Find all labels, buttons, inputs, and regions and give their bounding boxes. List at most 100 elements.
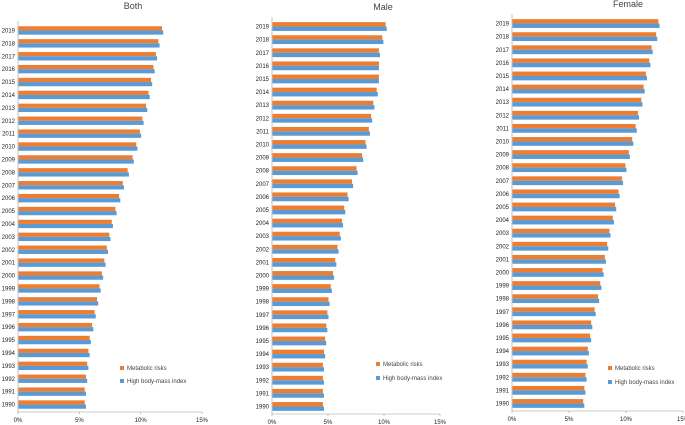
bar-high-bmi — [272, 275, 335, 280]
bar-metabolic-risks — [18, 193, 120, 199]
y-tick-label: 2012 — [256, 116, 270, 122]
bar-metabolic-risks — [18, 142, 137, 147]
x-tick-label: 15% — [677, 417, 685, 423]
bar-metabolic-risks — [512, 320, 592, 325]
y-tick-label: 1991 — [2, 390, 16, 396]
bar-high-bmi — [272, 340, 327, 346]
bar-high-bmi — [18, 301, 99, 306]
y-tick-label: 1994 — [2, 351, 16, 357]
y-tick-label: 2014 — [256, 90, 270, 96]
bar-high-bmi — [512, 115, 640, 120]
bar-metabolic-risks — [18, 155, 133, 160]
bar-high-bmi — [18, 391, 86, 396]
bar-metabolic-risks — [18, 90, 149, 95]
bar-metabolic-risks — [18, 26, 163, 31]
bar-high-bmi — [512, 390, 586, 395]
y-tick-label: 2003 — [2, 235, 16, 241]
bar-high-bmi — [512, 298, 600, 304]
y-tick-label: 2005 — [2, 209, 16, 215]
chart-title: Both — [124, 1, 143, 11]
bar-metabolic-risks — [272, 48, 379, 53]
y-tick-label: 1993 — [256, 365, 270, 371]
legend-label: High body-mass index — [383, 376, 442, 382]
bar-high-bmi — [272, 236, 341, 241]
bar-high-bmi — [512, 364, 588, 369]
bar-metabolic-risks — [512, 385, 585, 391]
x-tick-label: 0% — [508, 417, 517, 423]
bar-metabolic-risks — [18, 52, 156, 57]
y-tick-label: 2007 — [496, 179, 510, 185]
chart-title: Female — [613, 0, 643, 9]
bar-high-bmi — [272, 367, 325, 372]
y-tick-label: 2008 — [2, 170, 16, 176]
y-tick-label: 1995 — [256, 339, 270, 345]
bar-metabolic-risks — [18, 322, 93, 328]
bar-high-bmi — [272, 144, 367, 149]
y-tick-label: 1997 — [2, 312, 16, 318]
bar-high-bmi — [512, 259, 606, 264]
y-tick-label: 2003 — [496, 231, 510, 237]
bar-metabolic-risks — [272, 140, 366, 145]
x-tick-label: 5% — [565, 417, 574, 423]
bar-high-bmi — [18, 82, 153, 87]
bar-metabolic-risks — [512, 163, 626, 168]
y-tick-label: 2001 — [2, 261, 16, 267]
y-tick-label: 1997 — [496, 310, 510, 316]
bar-high-bmi — [512, 311, 596, 317]
y-tick-label: 1998 — [496, 297, 510, 303]
y-tick-label: 2009 — [496, 153, 510, 159]
legend-label: High body-mass index — [127, 379, 186, 385]
bar-high-bmi — [512, 377, 587, 382]
bar-metabolic-risks — [18, 168, 128, 173]
bar-high-bmi — [272, 301, 330, 307]
bar-metabolic-risks — [18, 271, 102, 276]
bar-high-bmi — [272, 26, 387, 31]
chart-panel-2: Male 0% 5% 10% 15% 2019 2018 2017 2016 2015 2014 20… — [256, 2, 447, 425]
bar-metabolic-risks — [512, 58, 650, 63]
y-tick-label: 1996 — [496, 323, 510, 329]
bar-metabolic-risks — [512, 399, 584, 404]
y-tick-label: 1996 — [256, 326, 270, 332]
bar-metabolic-risks — [18, 181, 123, 186]
bar-high-bmi — [512, 89, 645, 94]
bar-metabolic-risks — [512, 45, 652, 50]
y-tick-label: 2010 — [256, 142, 270, 148]
bar-high-bmi — [18, 236, 111, 242]
bar-metabolic-risks — [512, 19, 659, 24]
bar-high-bmi — [18, 275, 104, 280]
y-tick-label: 2018 — [496, 35, 510, 41]
bar-metabolic-risks — [512, 215, 613, 221]
y-tick-label: 1996 — [2, 325, 16, 331]
y-tick-label: 2013 — [2, 106, 16, 112]
bar-metabolic-risks — [512, 123, 636, 129]
y-tick-label: 1990 — [496, 401, 510, 407]
y-tick-label: 1998 — [256, 300, 270, 306]
bar-metabolic-risks — [18, 77, 151, 83]
bar-metabolic-risks — [512, 71, 646, 76]
x-tick-label: 0% — [14, 418, 23, 424]
y-tick-label: 2006 — [496, 192, 510, 198]
bar-metabolic-risks — [272, 271, 333, 276]
bar-high-bmi — [512, 206, 617, 212]
legend-swatch — [608, 366, 612, 370]
bar-high-bmi — [18, 69, 155, 74]
bar-metabolic-risks — [272, 323, 327, 328]
bar-high-bmi — [272, 65, 379, 71]
bar-metabolic-risks — [272, 402, 323, 407]
bar-high-bmi — [272, 78, 379, 84]
bar-metabolic-risks — [18, 310, 95, 315]
y-tick-label: 1994 — [256, 352, 270, 358]
bar-metabolic-risks — [272, 61, 379, 66]
bar-high-bmi — [512, 167, 627, 173]
bar-high-bmi — [272, 196, 349, 202]
bar-high-bmi — [18, 404, 86, 409]
y-tick-label: 2005 — [256, 208, 270, 214]
bar-metabolic-risks — [512, 137, 633, 142]
bar-high-bmi — [512, 337, 592, 343]
bar-high-bmi — [272, 105, 375, 110]
bar-metabolic-risks — [272, 375, 323, 381]
bar-metabolic-risks — [512, 346, 588, 352]
bar-metabolic-risks — [18, 206, 116, 212]
bar-metabolic-risks — [18, 361, 88, 366]
y-tick-label: 1999 — [496, 284, 510, 290]
